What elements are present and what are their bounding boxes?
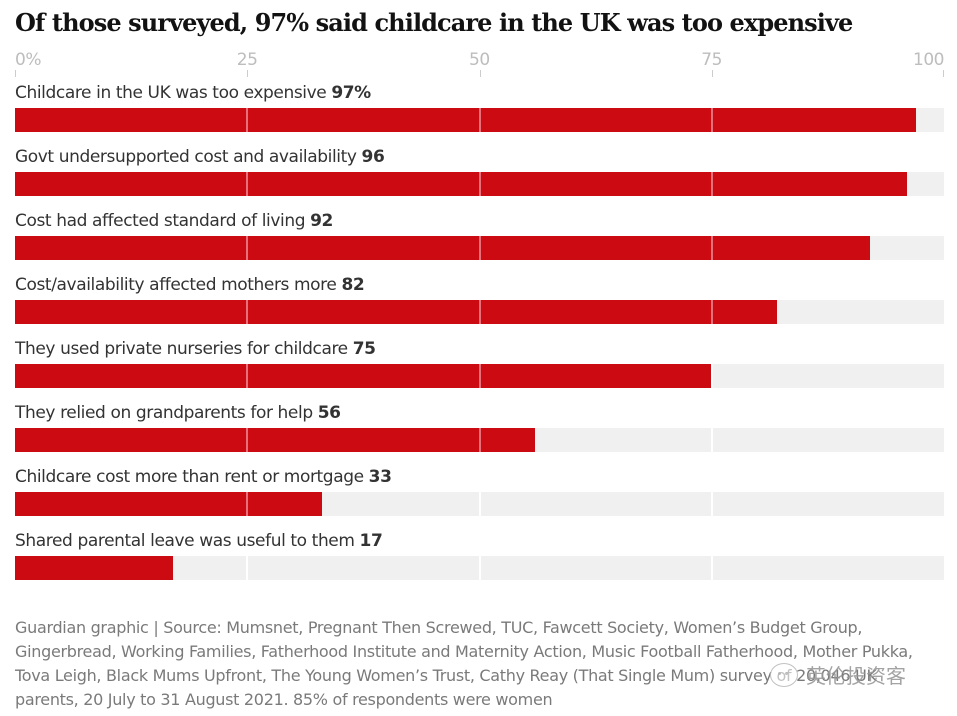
bar [15, 300, 777, 324]
gridline [710, 492, 713, 516]
x-tick-label: 50 [469, 50, 490, 70]
bar [15, 108, 917, 132]
gridline [246, 236, 249, 260]
bar [15, 364, 712, 388]
gridline [246, 108, 249, 132]
value-label: 96 [361, 147, 385, 167]
bar-label: They relied on grandparents for help 56 [15, 403, 341, 423]
bar [15, 236, 870, 260]
value-label: 56 [317, 403, 341, 423]
category-label: Govt undersupported cost and availabilit… [15, 147, 362, 167]
gridline [710, 236, 713, 260]
watermark-text: 英伦投资客 [806, 664, 906, 688]
gridline [478, 300, 481, 324]
bar [15, 492, 322, 516]
category-label: Shared parental leave was useful to them [15, 531, 360, 551]
value-label: 92 [310, 211, 333, 231]
gridline [478, 364, 481, 388]
bar-label: Cost had affected standard of living 92 [15, 211, 333, 231]
bar [15, 556, 173, 580]
wechat-icon [770, 662, 798, 687]
gridline [478, 492, 481, 516]
gridline [710, 556, 713, 580]
gridline [478, 108, 481, 132]
gridline [710, 300, 713, 324]
bar-label: Shared parental leave was useful to them… [15, 531, 383, 551]
x-tick-mark [711, 70, 713, 77]
value-label: 17 [359, 531, 383, 551]
value-label: 33 [368, 467, 392, 487]
bar-label: Childcare in the UK was too expensive 97… [15, 83, 371, 103]
watermark: 英伦投资客 [770, 660, 906, 689]
gridline [478, 236, 481, 260]
category-label: Cost/availability affected mothers more [15, 275, 342, 295]
x-tick-mark [479, 70, 481, 77]
gridline [246, 428, 249, 452]
x-tick-label: 25 [236, 50, 258, 70]
gridline [710, 172, 713, 196]
bar-label: Cost/availability affected mothers more … [15, 275, 365, 295]
chart-title: Of those surveyed, 97% said childcare in… [15, 8, 853, 37]
bar-label: Childcare cost more than rent or mortgag… [15, 467, 392, 487]
bar [15, 172, 907, 196]
gridline [478, 428, 481, 452]
x-tick-mark [247, 70, 249, 77]
x-tick-label: 100 [913, 50, 944, 70]
gridline [246, 300, 249, 324]
category-label: Childcare in the UK was too expensive [15, 83, 332, 103]
gridline [246, 492, 249, 516]
value-label: 82 [341, 275, 365, 295]
value-label: 97% [331, 83, 371, 103]
x-tick-mark [943, 70, 944, 77]
value-label: 75 [352, 339, 376, 359]
gridline [710, 364, 713, 388]
x-tick-label: 0% [15, 50, 41, 70]
bar [15, 428, 536, 452]
category-label: They used private nurseries for childcar… [15, 339, 353, 359]
x-tick-label: 75 [701, 50, 722, 70]
x-tick-mark [15, 70, 16, 77]
gridline [246, 172, 249, 196]
bar-label: They used private nurseries for childcar… [15, 339, 376, 359]
gridline [710, 108, 713, 132]
gridline [246, 556, 249, 580]
category-label: Cost had affected standard of living [15, 211, 311, 231]
source-note: Guardian graphic | Source: Mumsnet, Preg… [15, 618, 913, 709]
category-label: Childcare cost more than rent or mortgag… [15, 467, 369, 487]
gridline [478, 556, 481, 580]
gridline [710, 428, 713, 452]
bar-label: Govt undersupported cost and availabilit… [15, 147, 385, 167]
gridline [478, 172, 481, 196]
gridline [246, 364, 249, 388]
category-label: They relied on grandparents for help [15, 403, 318, 423]
